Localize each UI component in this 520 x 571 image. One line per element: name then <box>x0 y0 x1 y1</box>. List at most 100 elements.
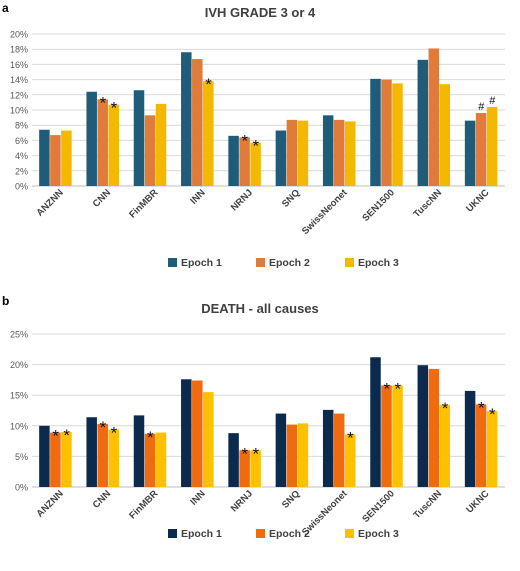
significance-marker: * <box>478 398 485 417</box>
significance-marker: * <box>253 137 260 156</box>
bar <box>192 59 203 186</box>
bar <box>344 434 356 487</box>
significance-marker: * <box>63 426 70 445</box>
legend-label: Epoch 1 <box>181 257 222 269</box>
bar <box>181 52 192 186</box>
bar <box>297 120 309 186</box>
significance-marker: * <box>111 99 118 118</box>
bar <box>381 385 392 487</box>
bar <box>39 129 50 186</box>
x-tick-label: NRNJ <box>229 488 255 514</box>
bar <box>61 130 72 186</box>
legend-swatch <box>345 258 354 267</box>
legend-swatch <box>345 529 354 538</box>
y-tick-label: 20% <box>10 30 28 40</box>
y-tick-label: 10% <box>10 421 28 431</box>
bar <box>417 59 429 187</box>
x-tick-label: NRNJ <box>229 187 255 213</box>
bar <box>97 99 108 186</box>
significance-marker: * <box>242 444 249 463</box>
bar <box>322 409 334 487</box>
bar <box>486 106 498 186</box>
significance-marker: * <box>111 423 118 442</box>
bar <box>464 120 476 186</box>
x-tick-label: TuscNN <box>412 187 445 220</box>
significance-marker: * <box>52 427 59 446</box>
y-tick-label: 5% <box>15 452 28 462</box>
y-tick-label: 25% <box>10 330 28 340</box>
panel-label: b <box>2 294 9 308</box>
significance-marker: * <box>489 405 496 424</box>
y-tick-label: 0% <box>15 182 28 192</box>
x-tick-label: CNN <box>91 187 113 209</box>
y-tick-label: 15% <box>10 391 28 401</box>
bar <box>439 84 451 186</box>
bar <box>239 450 250 487</box>
x-tick-label: INN <box>188 187 207 206</box>
bar <box>155 432 167 487</box>
x-tick-label: INN <box>188 488 207 507</box>
legend-label: Epoch 1 <box>181 528 222 540</box>
bar <box>39 425 50 487</box>
x-tick-label: CNN <box>91 488 113 510</box>
y-tick-label: 0% <box>15 483 28 493</box>
y-tick-label: 14% <box>10 75 28 85</box>
bar <box>108 104 119 186</box>
significance-marker: * <box>147 428 154 447</box>
bar <box>50 432 61 487</box>
bar <box>144 115 156 186</box>
bar <box>97 423 108 487</box>
bar <box>333 119 345 186</box>
panel-label: a <box>2 1 9 15</box>
bar <box>133 90 145 186</box>
bar <box>86 91 97 186</box>
significance-marker: * <box>394 379 401 398</box>
legend-swatch <box>168 529 177 538</box>
bar <box>297 423 309 487</box>
bar <box>286 424 298 487</box>
bar <box>108 429 119 487</box>
bar <box>370 78 381 186</box>
bar <box>133 415 145 487</box>
bar <box>464 390 476 487</box>
bar <box>428 48 440 186</box>
x-tick-label: SNQ <box>280 187 302 209</box>
x-tick-label: ANZNN <box>34 187 65 218</box>
bar <box>250 450 261 487</box>
x-tick-label: FinMBR <box>127 488 160 521</box>
significance-marker: * <box>383 379 390 398</box>
y-tick-label: 20% <box>10 360 28 370</box>
y-tick-label: 8% <box>15 121 28 131</box>
x-tick-label: SEN1500 <box>360 488 397 525</box>
bar <box>333 413 345 487</box>
chart-title: IVH GRADE 3 or 4 <box>205 5 316 20</box>
legend-label: Epoch 3 <box>358 528 399 540</box>
bar <box>392 385 403 487</box>
bar <box>239 137 250 186</box>
y-tick-label: 10% <box>10 106 28 116</box>
bar <box>275 413 287 487</box>
legend-swatch <box>168 258 177 267</box>
x-tick-label: FinMBR <box>127 187 160 220</box>
bar <box>61 431 72 487</box>
significance-marker: * <box>100 93 107 112</box>
bar <box>155 103 167 186</box>
bar <box>486 411 498 487</box>
bar <box>228 433 239 487</box>
bar <box>344 121 356 186</box>
y-tick-label: 2% <box>15 166 28 176</box>
legend-swatch <box>256 258 265 267</box>
bar <box>144 433 156 487</box>
x-tick-label: UKNC <box>464 187 491 214</box>
x-tick-label: UKNC <box>464 488 491 515</box>
significance-marker: * <box>442 399 449 418</box>
bar <box>392 83 403 186</box>
bar <box>322 115 334 186</box>
significance-marker: * <box>253 444 260 463</box>
chart-title: DEATH - all causes <box>201 301 319 316</box>
legend-label: Epoch 2 <box>269 257 310 269</box>
y-tick-label: 6% <box>15 136 28 146</box>
y-tick-label: 18% <box>10 45 28 55</box>
bar <box>86 417 97 487</box>
